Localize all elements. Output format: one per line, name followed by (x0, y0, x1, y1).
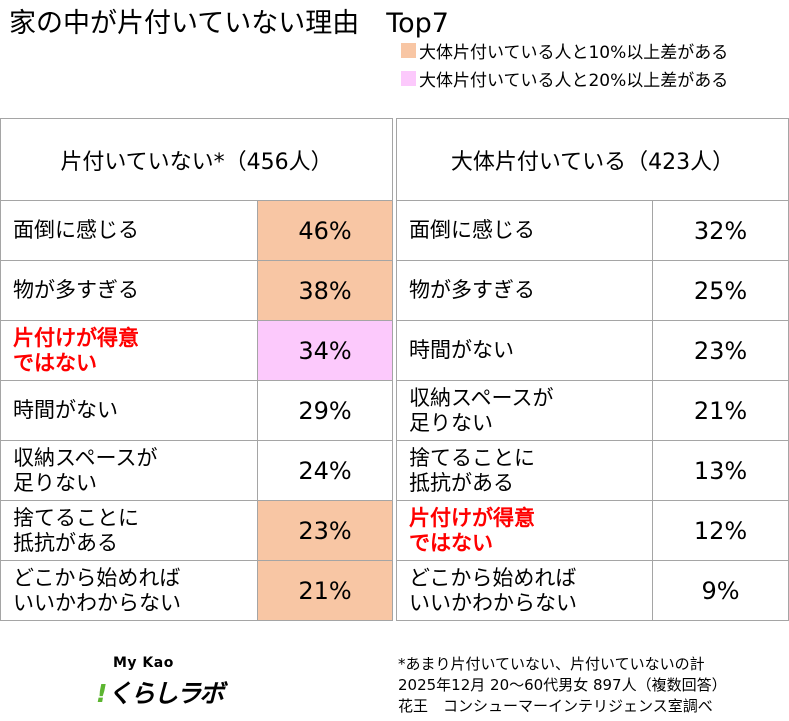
table-row: 時間がない 29% (1, 381, 392, 441)
reason-label: どこから始めれば いいかわからない (397, 561, 653, 620)
reason-label: 物が多すぎる (1, 261, 258, 320)
reason-label-line: どこから始めれば (13, 565, 181, 590)
legend-item-20pct-diff: 大体片付いている人と20%以上差がある (401, 64, 728, 92)
reason-label-line: 足りない (13, 470, 97, 495)
legend-swatch-orange (401, 42, 416, 58)
reason-label: 面倒に感じる (1, 201, 258, 260)
table-row: 物が多すぎる 25% (397, 261, 788, 321)
logo-name-text: くらしラボ (107, 679, 224, 708)
table-row: 収納スペースが 足りない 24% (1, 441, 392, 501)
reason-label: 収納スペースが 足りない (1, 441, 258, 500)
table-row: どこから始めれば いいかわからない 9% (397, 561, 788, 621)
reason-label-line: 片付けが得意 (409, 505, 535, 530)
table-row: どこから始めれば いいかわからない 21% (1, 561, 392, 621)
percentage-value: 21% (258, 561, 392, 620)
results-table: 片付いていない*（456人） 面倒に感じる 46% 物が多すぎる 38% 片付けが得意で… (0, 118, 789, 621)
reason-label-line: 物が多すぎる (13, 278, 139, 302)
table-row: 片付けが得意 ではない 34% (1, 321, 392, 381)
table-row: 時間がない 23% (397, 321, 788, 381)
reason-label-line: 時間がない (409, 338, 514, 362)
reason-label-line: 物が多すぎる (409, 278, 535, 302)
table-row: 面倒に感じる 46% (1, 201, 392, 261)
reason-label: どこから始めれば いいかわからない (1, 561, 258, 620)
reason-label-line: 抵抗がある (409, 470, 514, 495)
group-mostly-tidy: 大体片付いている（423人） 面倒に感じる 32% 物が多すぎる 25% 時間がない 23… (396, 118, 789, 621)
table-row: 片付けが得意 ではない 12% (397, 501, 788, 561)
reason-label-line: 抵抗がある (13, 530, 118, 555)
group-header: 大体片付いている（423人） (397, 119, 788, 201)
percentage-value: 13% (693, 456, 748, 485)
reason-label: 面倒に感じる (397, 201, 653, 260)
table-row: 収納スペースが 足りない 21% (397, 381, 788, 441)
group-body: 面倒に感じる 46% 物が多すぎる 38% 片付けが得意 ではない 34% 時間がない 29% 収… (1, 201, 392, 621)
legend: 大体片付いている人と10%以上差がある 大体片付いている人と20%以上差がある (401, 36, 728, 92)
table-row: 捨てることに 抵抗がある 13% (397, 441, 788, 501)
percentage-value: 9% (701, 576, 740, 605)
reason-label: 捨てることに 抵抗がある (1, 501, 258, 560)
reason-label-line: 片付けが得意 (13, 325, 139, 350)
reason-label: 時間がない (1, 381, 258, 440)
reason-label-line: 面倒に感じる (13, 218, 139, 242)
footnote-definition: *あまり片付いていない、片付いていないの計 (398, 655, 705, 673)
percentage-value: 23% (258, 501, 392, 560)
reason-label-line: ではない (13, 350, 97, 375)
reason-label: 片付けが得意 ではない (397, 501, 653, 560)
reason-label-line: 収納スペースが (13, 445, 158, 470)
percentage-value: 38% (258, 261, 392, 320)
percentage-value: 32% (693, 216, 748, 245)
chart-title: 家の中が片付いていない理由 Top7 (9, 8, 449, 39)
reason-label-line: どこから始めれば (409, 565, 577, 590)
reason-label-line: 捨てることに (409, 445, 535, 470)
logo-name: !くらしラボ (96, 674, 224, 710)
percentage-value: 29% (298, 396, 352, 425)
footnote-survey: 2025年12月 20～60代男女 897人（複数回答） (398, 676, 727, 694)
footnote-source: 花王 コンシューマーインテリジェンス室調べ (398, 697, 713, 715)
legend-swatch-pink (401, 70, 416, 86)
reason-label: 捨てることに 抵抗がある (397, 441, 653, 500)
percentage-value: 24% (298, 456, 352, 485)
reason-label: 収納スペースが 足りない (397, 381, 653, 440)
reason-label: 片付けが得意 ではない (1, 321, 258, 380)
reason-label-line: 収納スペースが (409, 385, 554, 410)
group-header: 片付いていない*（456人） (1, 119, 392, 201)
reason-label-line: 足りない (409, 410, 493, 435)
group-body: 面倒に感じる 32% 物が多すぎる 25% 時間がない 23% 収納スペースが 足りない 21%… (397, 201, 788, 621)
footnotes: *あまり片付いていない、片付いていないの計 2025年12月 20～60代男女 … (398, 654, 727, 717)
table-row: 面倒に感じる 32% (397, 201, 788, 261)
legend-label: 大体片付いている人と10%以上差がある (419, 42, 729, 63)
percentage-value: 46% (258, 201, 392, 260)
reason-label: 物が多すぎる (397, 261, 653, 320)
percentage-value: 34% (258, 321, 392, 380)
reason-label-line: 捨てることに (13, 505, 139, 530)
table-row: 物が多すぎる 38% (1, 261, 392, 321)
reason-label-line: 時間がない (13, 398, 118, 422)
reason-label-line: ではない (409, 530, 493, 555)
reason-label-line: いいかわからない (13, 590, 181, 615)
legend-label: 大体片付いている人と20%以上差がある (419, 70, 729, 91)
reason-label-line: いいかわからない (409, 590, 577, 615)
percentage-value: 23% (693, 336, 748, 365)
logo-mark-icon: ! (96, 679, 107, 708)
logo-brand: My Kao (113, 655, 174, 671)
percentage-value: 21% (693, 396, 748, 425)
reason-label-line: 面倒に感じる (409, 218, 535, 242)
percentage-value: 25% (693, 276, 748, 305)
legend-item-10pct-diff: 大体片付いている人と10%以上差がある (401, 36, 728, 64)
table-row: 捨てることに 抵抗がある 23% (1, 501, 392, 561)
percentage-value: 12% (693, 516, 748, 545)
group-not-tidy: 片付いていない*（456人） 面倒に感じる 46% 物が多すぎる 38% 片付けが得意で… (0, 118, 393, 621)
reason-label: 時間がない (397, 321, 653, 380)
